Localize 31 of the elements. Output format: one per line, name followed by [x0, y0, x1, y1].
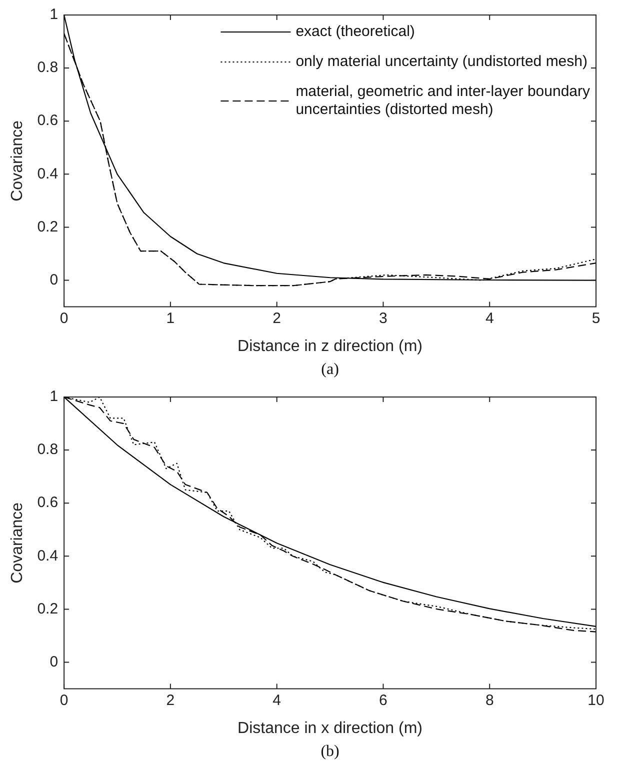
y-tick-label: 0: [50, 653, 58, 670]
y-tick-label: 0.2: [37, 218, 58, 236]
y-axis-title: Covariance: [9, 502, 26, 584]
legend-label: exact (theoretical): [296, 23, 415, 40]
legend-label: material, geometric and inter-layer boundary uncertainties (distorted mesh): [296, 83, 590, 118]
y-tick-label: 0.6: [37, 112, 58, 130]
y-tick-label: 1: [50, 388, 58, 406]
legend-label: only material uncertainty (undistorted mesh): [296, 53, 588, 70]
x-tick-label: 6: [379, 692, 388, 709]
y-tick-label: 0.4: [37, 547, 58, 564]
y-axis-title: Covariance: [9, 120, 26, 202]
x-tick-label: 4: [485, 310, 494, 327]
x-tick-label: 4: [272, 692, 282, 709]
y-tick-label: 0.8: [37, 59, 58, 76]
y-tick-label: 1: [50, 6, 58, 24]
y-tick-label: 0.6: [37, 494, 58, 512]
y-tick-label: 0.4: [37, 165, 58, 182]
x-tick-label: 1: [166, 310, 175, 327]
x-axis-title: Distance in x direction (m): [238, 720, 423, 737]
y-tick-label: 0: [50, 271, 58, 288]
x-tick-label: 5: [592, 310, 600, 327]
x-tick-label: 2: [272, 310, 282, 327]
y-tick-label: 0.2: [37, 600, 58, 618]
x-tick-label: 10: [588, 692, 604, 709]
x-tick-label: 2: [166, 692, 175, 709]
x-tick-label: 8: [485, 692, 494, 709]
text: (b): [320, 743, 340, 760]
x-tick-label: 3: [379, 310, 388, 327]
x-axis-title: Distance in z direction (m): [238, 338, 423, 355]
text: (a): [321, 361, 339, 378]
y-tick-label: 0.8: [37, 441, 58, 458]
